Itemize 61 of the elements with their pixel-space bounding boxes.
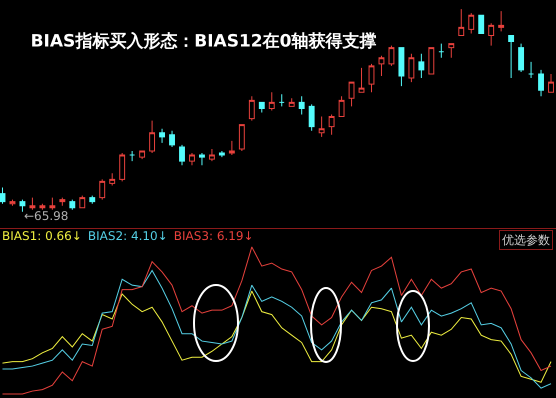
candlestick	[308, 104, 315, 132]
candlestick	[518, 43, 524, 72]
candlestick	[169, 130, 175, 148]
candlestick	[408, 53, 414, 83]
candlestick	[0, 186, 6, 204]
candlestick	[119, 152, 126, 182]
candlestick	[508, 34, 514, 79]
candlestick	[238, 124, 245, 152]
candlestick	[208, 148, 215, 162]
candlestick	[228, 140, 235, 156]
candlestick	[199, 152, 205, 166]
candlestick	[438, 43, 444, 58]
annotation: ←65.98	[24, 209, 68, 223]
candlestick	[478, 14, 484, 34]
candlestick	[498, 10, 504, 32]
candlestick	[149, 120, 156, 154]
text: BIAS2: 4.10↓	[88, 229, 168, 243]
candlestick	[159, 128, 166, 144]
candlestick	[398, 47, 404, 87]
candlestick	[248, 96, 255, 122]
text: BIAS指标买入形态：BIAS12在0轴获得支撑	[30, 32, 376, 52]
candlestick	[139, 150, 146, 160]
candlestick	[10, 199, 16, 206]
annotation: 优选参数	[502, 233, 550, 247]
candlestick	[258, 102, 265, 113]
candlestick	[218, 150, 225, 158]
candlestick	[338, 96, 345, 118]
text: BIAS1: 0.66↓	[2, 229, 82, 243]
candlestick	[378, 55, 384, 77]
candlestick	[129, 150, 136, 162]
candlestick	[428, 47, 434, 74]
candlestick	[358, 67, 364, 93]
candlestick	[79, 195, 86, 208]
candlestick	[538, 69, 544, 97]
series-label: BIAS3: 6.19↓	[174, 229, 254, 243]
candlestick	[59, 197, 66, 206]
candlestick	[189, 152, 195, 166]
candlestick	[69, 199, 76, 210]
candlestick	[29, 197, 36, 210]
candlestick	[99, 178, 106, 200]
candlestick	[268, 92, 275, 111]
candlestick	[468, 12, 474, 34]
candlestick	[448, 43, 454, 58]
candlestick	[528, 61, 534, 79]
candlestick	[458, 8, 464, 36]
candlestick	[328, 114, 335, 136]
candlestick	[348, 82, 354, 107]
candlestick	[179, 144, 185, 166]
candlestick	[278, 94, 285, 107]
candlestick	[488, 22, 494, 46]
candlestick	[109, 172, 116, 186]
candlestick	[39, 203, 46, 210]
candlestick	[20, 199, 26, 212]
candlestick	[418, 53, 424, 79]
candlestick	[388, 45, 394, 66]
candlestick	[89, 195, 96, 204]
candlestick	[368, 63, 374, 93]
candlestick	[298, 96, 305, 116]
candlestick	[49, 197, 56, 210]
candlestick	[318, 116, 325, 138]
candlestick	[288, 98, 295, 107]
